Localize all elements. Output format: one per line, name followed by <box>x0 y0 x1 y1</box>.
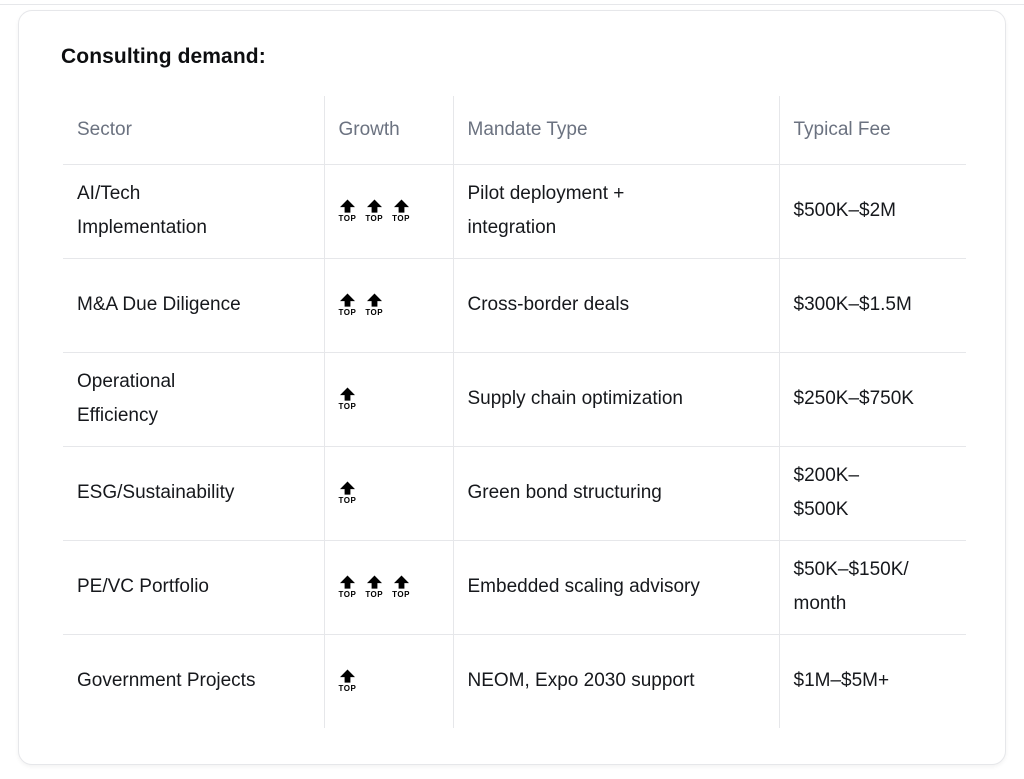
cell-sector: Government Projects <box>77 670 256 692</box>
top-arrow-icon: TOP <box>339 199 357 223</box>
table-row: PE/VC Portfolio TOP TOP TOP Embedded scali… <box>63 540 966 635</box>
top-icon-label: TOP <box>365 214 384 223</box>
table-row: AI/Tech Implementation TOP TOP TOP Pilot d… <box>63 164 966 259</box>
cell-typical-fee: $50K–$150K/ month <box>778 540 966 635</box>
cell-growth: TOP <box>323 634 453 728</box>
top-arrow-icon: TOP <box>339 293 357 317</box>
top-icon-label: TOP <box>365 308 384 317</box>
cell-mandate-type: NEOM, Expo 2030 support <box>452 634 779 728</box>
table-row: M&A Due Diligence TOP TOP Cross-border de… <box>63 258 966 353</box>
cell-typical-fee: $1M–$5M+ <box>778 634 966 728</box>
consulting-demand-card: Consulting demand: Sector Growth Mandate… <box>18 10 1006 765</box>
cell-sector: Operational Efficiency <box>63 352 324 447</box>
column-header-growth: Growth <box>323 96 453 165</box>
consulting-demand-table: Sector Growth Mandate Type Typical Fee A… <box>63 96 966 728</box>
cell-typical-fee: $500K–$2M <box>778 164 966 259</box>
cell-mandate-type: Cross-border deals <box>452 258 779 353</box>
column-header-sector: Sector <box>63 96 324 165</box>
cell-mandate-type: Supply chain optimization <box>452 352 779 447</box>
growth-rating: TOP <box>339 481 439 505</box>
top-icon-label: TOP <box>338 496 357 505</box>
growth-rating: TOP <box>339 387 439 411</box>
top-arrow-icon: TOP <box>365 199 383 223</box>
column-header-typical-fee: Typical Fee <box>778 96 966 165</box>
growth-rating: TOP <box>339 669 439 693</box>
top-icon-label: TOP <box>338 214 357 223</box>
top-arrow-icon: TOP <box>339 669 357 693</box>
cell-sector: ESG/Sustainability <box>63 446 324 541</box>
page-top-divider <box>0 4 1024 5</box>
cell-typical-fee: $200K– $500K <box>778 446 966 541</box>
top-icon-label: TOP <box>338 308 357 317</box>
cell-mandate-type: Pilot deployment + integration <box>452 164 779 259</box>
cell-sector: AI/Tech Implementation <box>63 164 324 259</box>
top-icon-label: TOP <box>365 590 384 599</box>
cell-growth: TOP TOP <box>323 258 453 353</box>
table-row: ESG/Sustainability TOP Green bond struct… <box>63 446 966 541</box>
top-arrow-icon: TOP <box>339 387 357 411</box>
top-arrow-icon: TOP <box>339 575 357 599</box>
cell-sector: M&A Due Diligence <box>63 258 324 353</box>
cell-growth: TOP TOP TOP <box>323 164 453 259</box>
top-arrow-icon: TOP <box>392 199 410 223</box>
cell-growth: TOP <box>323 446 453 541</box>
top-icon-label: TOP <box>338 590 357 599</box>
table-row: Operational Efficiency TOP Supply chain … <box>63 352 966 447</box>
growth-rating: TOP TOP <box>339 293 439 317</box>
header-row: Sector Growth Mandate Type Typical Fee <box>63 96 966 165</box>
page-title: Consulting demand: <box>61 45 266 68</box>
cell-sector: PE/VC Portfolio <box>63 540 324 635</box>
growth-rating: TOP TOP TOP <box>339 575 439 599</box>
cell-growth: TOP <box>323 352 453 447</box>
top-arrow-icon: TOP <box>365 293 383 317</box>
top-icon-label: TOP <box>392 214 410 223</box>
cell-mandate-type: Green bond structuring <box>452 446 779 541</box>
growth-rating: TOP TOP TOP <box>339 199 439 223</box>
top-arrow-icon: TOP <box>392 575 410 599</box>
top-icon-label: TOP <box>338 684 357 694</box>
top-arrow-icon: TOP <box>339 481 357 505</box>
table-row: Government Projects TOP NEOM, Expo 2030 … <box>63 634 966 728</box>
cell-typical-fee: $300K–$1.5M <box>778 258 966 353</box>
cell-typical-fee: $250K–$750K <box>778 352 966 447</box>
top-icon-label: TOP <box>338 402 357 411</box>
column-header-mandate-type: Mandate Type <box>452 96 779 165</box>
cell-mandate-type: Embedded scaling advisory <box>452 540 779 635</box>
cell-growth: TOP TOP TOP <box>323 540 453 635</box>
top-icon-label: TOP <box>392 590 410 599</box>
top-arrow-icon: TOP <box>365 575 383 599</box>
